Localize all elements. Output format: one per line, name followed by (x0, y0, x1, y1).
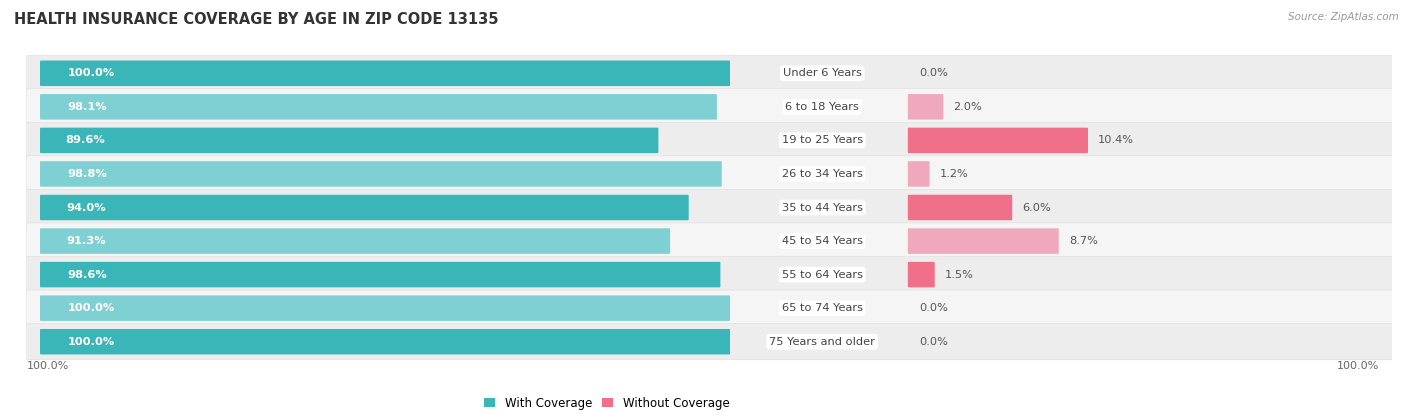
FancyBboxPatch shape (908, 94, 943, 120)
FancyBboxPatch shape (27, 256, 1392, 293)
Text: 2.0%: 2.0% (953, 102, 983, 112)
Text: 10.4%: 10.4% (1098, 135, 1135, 145)
Text: 55 to 64 Years: 55 to 64 Years (782, 270, 863, 280)
Text: 100.0%: 100.0% (1337, 361, 1379, 371)
FancyBboxPatch shape (27, 89, 1392, 125)
Text: Source: ZipAtlas.com: Source: ZipAtlas.com (1288, 12, 1399, 22)
Text: 8.7%: 8.7% (1069, 236, 1098, 246)
Text: 45 to 54 Years: 45 to 54 Years (782, 236, 863, 246)
Text: 89.6%: 89.6% (66, 135, 105, 145)
FancyBboxPatch shape (908, 195, 1012, 220)
Text: 26 to 34 Years: 26 to 34 Years (782, 169, 863, 179)
Text: 94.0%: 94.0% (66, 203, 107, 212)
FancyBboxPatch shape (39, 228, 671, 254)
FancyBboxPatch shape (39, 295, 730, 321)
Text: 6 to 18 Years: 6 to 18 Years (786, 102, 859, 112)
Text: HEALTH INSURANCE COVERAGE BY AGE IN ZIP CODE 13135: HEALTH INSURANCE COVERAGE BY AGE IN ZIP … (14, 12, 499, 27)
Text: 100.0%: 100.0% (67, 303, 115, 313)
FancyBboxPatch shape (27, 324, 1392, 360)
FancyBboxPatch shape (39, 61, 730, 86)
FancyBboxPatch shape (27, 223, 1392, 259)
Text: 6.0%: 6.0% (1022, 203, 1052, 212)
FancyBboxPatch shape (27, 122, 1392, 159)
Text: Under 6 Years: Under 6 Years (783, 68, 862, 78)
Text: 1.5%: 1.5% (945, 270, 974, 280)
FancyBboxPatch shape (27, 55, 1392, 91)
Text: 98.1%: 98.1% (67, 102, 107, 112)
Text: 100.0%: 100.0% (67, 337, 115, 347)
Text: 0.0%: 0.0% (920, 303, 948, 313)
FancyBboxPatch shape (27, 156, 1392, 192)
Text: 0.0%: 0.0% (920, 337, 948, 347)
Text: 1.2%: 1.2% (939, 169, 969, 179)
Text: 98.8%: 98.8% (67, 169, 107, 179)
FancyBboxPatch shape (27, 290, 1392, 326)
FancyBboxPatch shape (908, 228, 1059, 254)
Text: 100.0%: 100.0% (27, 361, 69, 371)
FancyBboxPatch shape (39, 94, 717, 120)
Text: 35 to 44 Years: 35 to 44 Years (782, 203, 863, 212)
Text: 65 to 74 Years: 65 to 74 Years (782, 303, 863, 313)
FancyBboxPatch shape (39, 128, 658, 153)
Text: 100.0%: 100.0% (67, 68, 115, 78)
FancyBboxPatch shape (39, 329, 730, 354)
Text: 98.6%: 98.6% (67, 270, 107, 280)
FancyBboxPatch shape (908, 262, 935, 287)
FancyBboxPatch shape (39, 195, 689, 220)
Text: 91.3%: 91.3% (66, 236, 105, 246)
FancyBboxPatch shape (27, 189, 1392, 226)
Text: 0.0%: 0.0% (920, 68, 948, 78)
FancyBboxPatch shape (39, 262, 720, 287)
FancyBboxPatch shape (908, 128, 1088, 153)
FancyBboxPatch shape (39, 161, 721, 187)
FancyBboxPatch shape (908, 161, 929, 187)
Legend: With Coverage, Without Coverage: With Coverage, Without Coverage (484, 397, 730, 410)
Text: 19 to 25 Years: 19 to 25 Years (782, 135, 863, 145)
Text: 75 Years and older: 75 Years and older (769, 337, 875, 347)
